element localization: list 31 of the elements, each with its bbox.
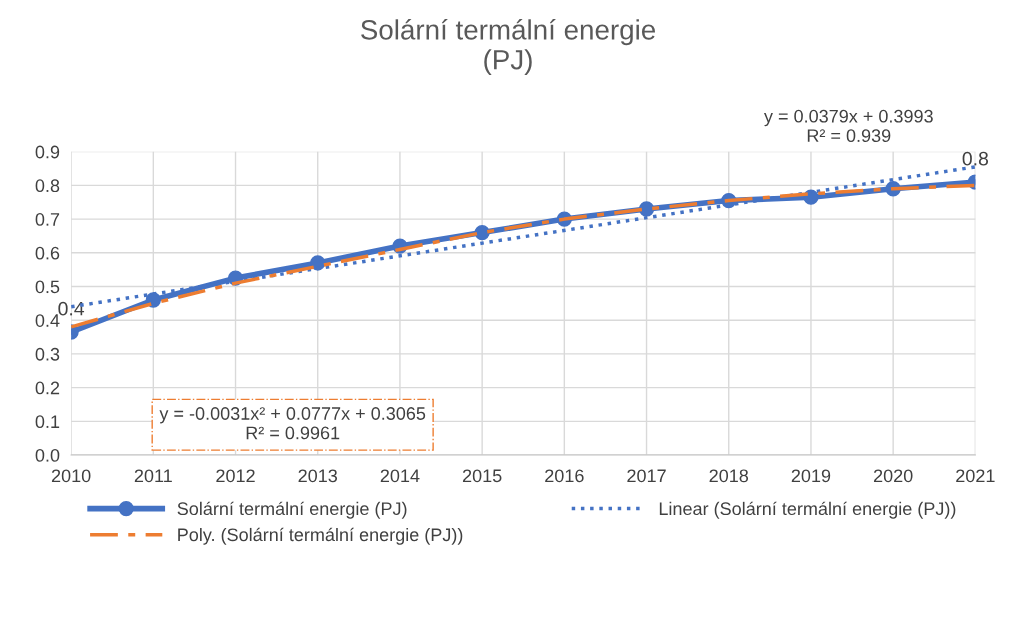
x-tick-label: 2018 <box>709 469 749 483</box>
x-tick-label: 2019 <box>791 469 831 483</box>
y-tick-label: 0.7 <box>35 213 60 226</box>
text: y = 0.0379x + 0.3993 R² = 0.939 <box>763 109 933 143</box>
legend-label: Poly. (Solární termální energie (PJ)) <box>178 527 463 545</box>
x-tick-label: 2013 <box>298 469 338 483</box>
y-tick-label: 0.5 <box>35 280 60 294</box>
data-label: 0.8 <box>962 151 989 166</box>
y-tick-label: 0.6 <box>35 246 60 260</box>
x-tick-label: 2010 <box>51 469 91 483</box>
x-tick-label: 2011 <box>134 469 172 483</box>
x-tick-label: 2014 <box>380 469 420 483</box>
legend-label: Linear (Solární termální energie (PJ)) <box>659 501 956 519</box>
x-tick-label: 2016 <box>545 469 584 483</box>
x-tick-label: 2017 <box>627 469 666 483</box>
y-tick-label: 0.3 <box>35 347 60 361</box>
x-tick-label: 2020 <box>873 469 913 483</box>
x-tick-label: 2012 <box>216 469 255 483</box>
y-tick-label: 0.9 <box>35 145 60 159</box>
point <box>474 224 490 241</box>
y-tick-label: 0.2 <box>35 381 60 395</box>
legend-label: Solární termální energie (PJ) <box>177 501 407 519</box>
y-tick-label: 0.1 <box>35 415 60 429</box>
y-tick-label: 0.8 <box>35 179 60 193</box>
data-label: 0.4 <box>58 301 85 316</box>
y-tick-label: 0.4 <box>35 314 60 327</box>
annotation: y = -0.0031x² + 0.0777x + 0.3065 R² = 0.9961 <box>159 407 426 440</box>
y-tick-label: 0.0 <box>35 448 60 462</box>
x-tick-label: 2021 <box>956 469 995 483</box>
x-tick-label: 2015 <box>462 469 502 483</box>
chart-title: Solární termální energie (PJ) <box>361 18 655 76</box>
